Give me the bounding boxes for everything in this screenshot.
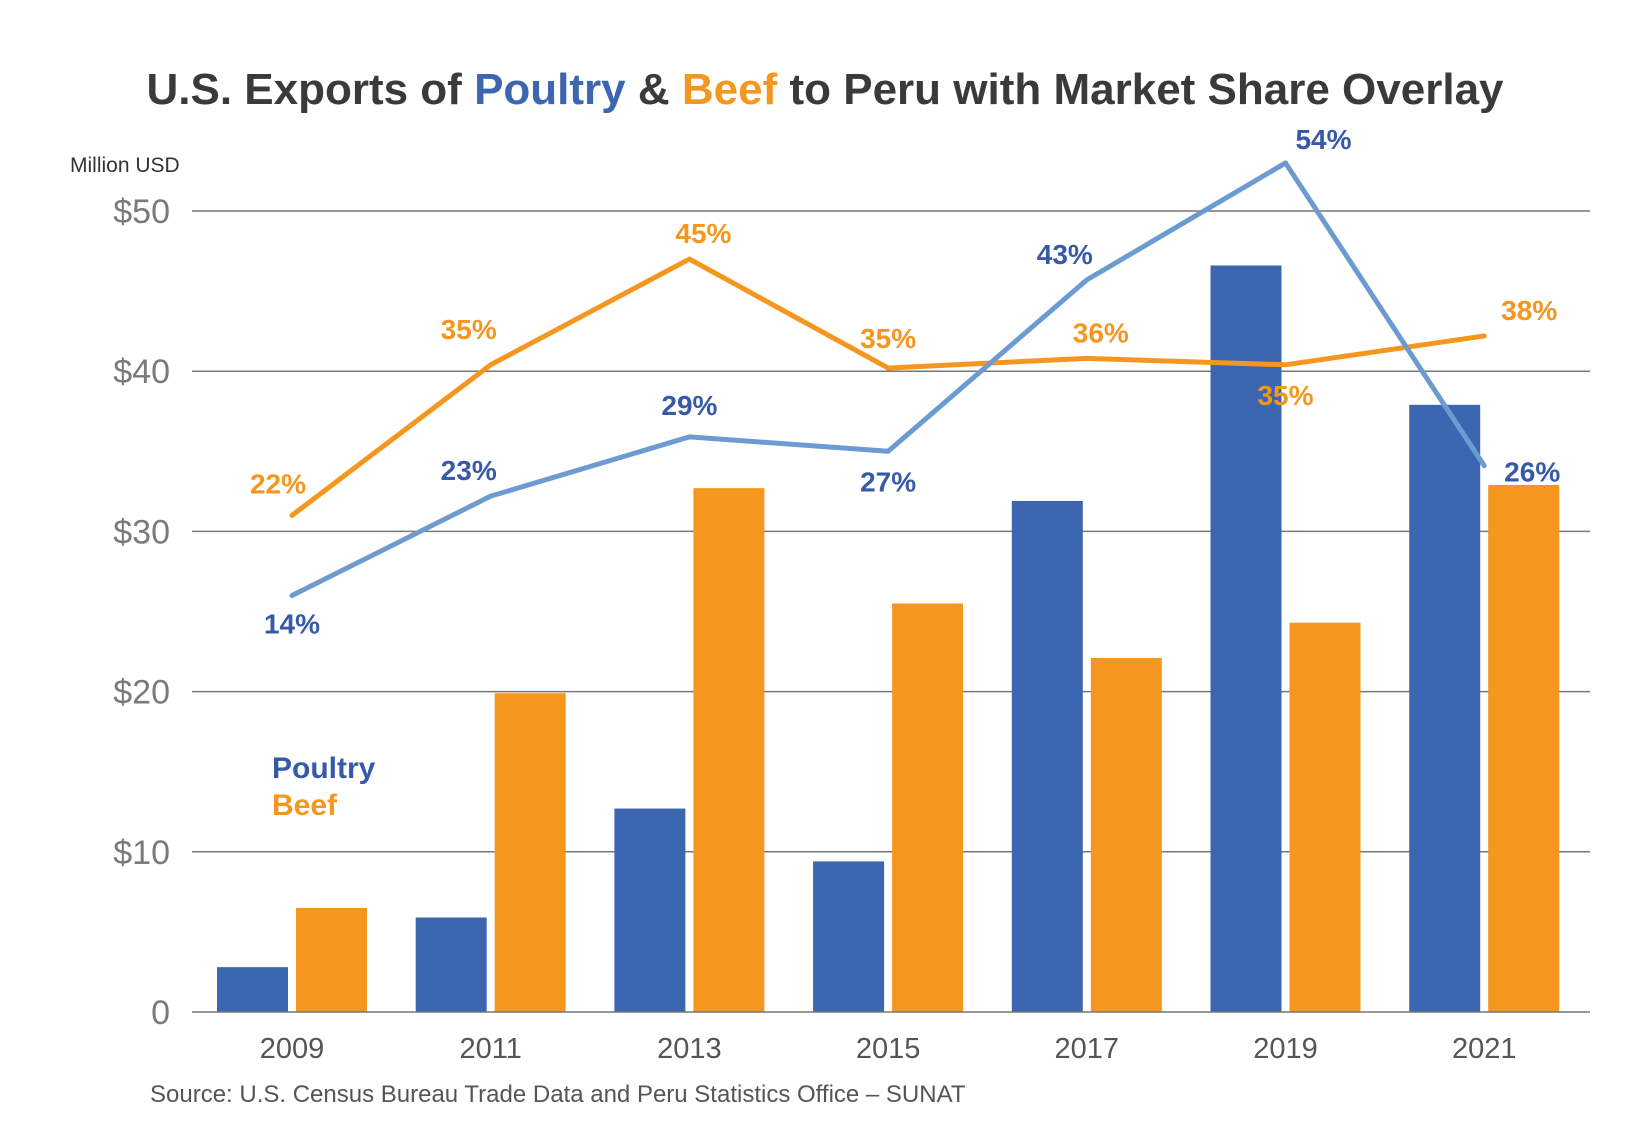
bar-beef-2021: [1488, 484, 1560, 1012]
title-beef: Beef: [682, 65, 778, 114]
poultry-share-label-2021: 26%: [1504, 457, 1560, 488]
y-tick-label-40: $40: [113, 353, 170, 391]
beef-share-label-2009: 22%: [250, 468, 306, 499]
chart-title: U.S. Exports of Poultry & Beef to Peru w…: [146, 65, 1504, 114]
bar-poultry-2017: [1011, 500, 1083, 1012]
x-tick-label-2021: 2021: [1452, 1033, 1517, 1065]
y-tick-label-0: 0: [151, 994, 170, 1032]
y-tick-label-20: $20: [113, 674, 170, 712]
x-tick-label-2009: 2009: [260, 1033, 325, 1065]
legend-poultry: Poultry: [272, 752, 376, 785]
bar-poultry-2019: [1210, 265, 1282, 1012]
y-tick-label-50: $50: [113, 193, 170, 231]
title-part-3: to Peru with Market Share Overlay: [777, 65, 1504, 114]
x-tick-label-2015: 2015: [856, 1033, 921, 1065]
market-share-labels: 14% 23% 29% 27% 43% 54% 26% 22% 35% 45% 35% 36% 35% 3…: [250, 124, 1560, 640]
bar-beef-2009: [296, 907, 367, 1012]
bar-beef-2019: [1289, 622, 1361, 1012]
beef-share-label-2021: 38%: [1501, 295, 1557, 326]
beef-share-label-2017: 36%: [1073, 317, 1129, 348]
x-axis-ticks: 2009 2011 2013 2015 2017 2019 2021: [260, 1033, 1517, 1065]
x-tick-label-2011: 2011: [460, 1033, 522, 1065]
market-share-lines: [289, 160, 1487, 598]
bar-beef-2013: [693, 488, 765, 1012]
poultry-market-share-line: [289, 160, 1487, 598]
beef-share-label-2013: 45%: [675, 218, 731, 249]
beef-share-label-2019: 35%: [1257, 380, 1313, 411]
bar-beef-2015: [892, 603, 964, 1012]
title-part-2: &: [626, 65, 682, 114]
y-axis-unit-label: Million USD: [70, 154, 180, 177]
y-tick-label-10: $10: [113, 834, 170, 872]
y-tick-label-30: $30: [113, 513, 170, 551]
legend-beef: Beef: [272, 789, 338, 822]
poultry-share-label-2011: 23%: [441, 455, 497, 486]
poultry-share-label-2017: 43%: [1037, 239, 1093, 270]
bar-poultry-2011: [415, 917, 487, 1012]
bar-beef-2017: [1090, 657, 1162, 1012]
poultry-share-label-2019: 54%: [1295, 124, 1351, 155]
poultry-share-label-2015: 27%: [860, 466, 916, 497]
source-note: Source: U.S. Census Bureau Trade Data an…: [150, 1081, 966, 1108]
bar-beef-2011: [494, 693, 566, 1012]
bar-poultry-2013: [614, 808, 686, 1012]
beef-share-label-2011: 35%: [441, 314, 497, 345]
title-part-1: U.S. Exports of: [146, 65, 474, 114]
bar-poultry-2015: [813, 861, 885, 1012]
bar-poultry-2021: [1409, 404, 1481, 1012]
x-tick-label-2017: 2017: [1055, 1033, 1120, 1065]
title-poultry: Poultry: [474, 65, 626, 114]
y-axis-ticks: 0 $10 $20 $30 $40 $50: [113, 193, 170, 1032]
bars: [217, 265, 1560, 1012]
beef-market-share-line: [289, 256, 1487, 518]
x-tick-label-2019: 2019: [1253, 1033, 1318, 1065]
beef-share-label-2015: 35%: [860, 323, 916, 354]
poultry-share-label-2009: 14%: [264, 608, 320, 639]
x-tick-label-2013: 2013: [657, 1033, 722, 1065]
poultry-share-label-2013: 29%: [661, 390, 717, 421]
bar-poultry-2009: [217, 967, 288, 1012]
